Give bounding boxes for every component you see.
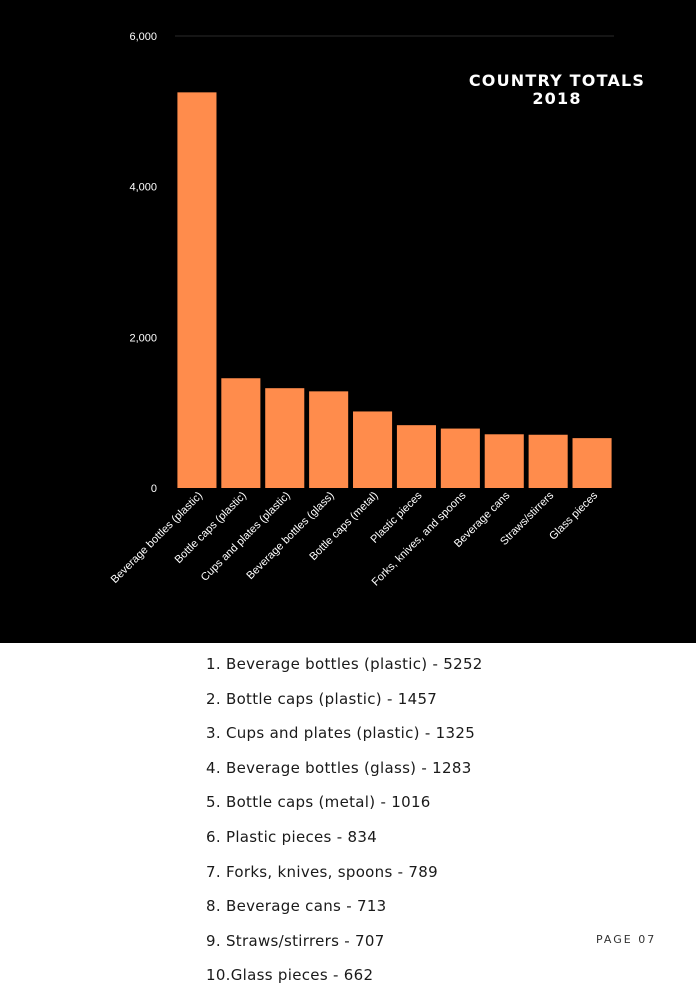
y-tick-label: 0 (151, 483, 157, 495)
y-tick-label: 6,000 (129, 31, 157, 43)
bar (309, 391, 349, 488)
y-tick-label: 4,000 (129, 182, 157, 194)
ranking-item: 2. Bottle caps (plastic) - 1457 (206, 689, 438, 708)
ranking-item: 6. Plastic pieces - 834 (206, 827, 378, 846)
bar-chart-svg: 0 2,000 4,000 6,000 Beverage bottles (plasti… (109, 31, 614, 588)
bar (528, 434, 568, 488)
chart-title-line-2: 2018 (532, 89, 582, 108)
ranking-item: 1. Beverage bottles (plastic) - 5252 (206, 655, 483, 673)
x-tick-label: Beverage bottles (glass) (244, 490, 336, 582)
bar (440, 428, 480, 488)
ranking-list: 1. Beverage bottles (plastic) - 5252 2. … (206, 652, 483, 984)
x-tick-label: Cups and plates (plastic) (199, 490, 293, 584)
bar (265, 388, 305, 488)
chart-title-line-1: COUNTRY TOTALS (468, 71, 646, 90)
chart-title: COUNTRY TOTALS 2018 (452, 72, 662, 108)
ranking-item: 4. Beverage bottles (glass) - 1283 (206, 758, 472, 777)
ranking-item: 9. Straws/stirrers - 707 (206, 931, 385, 950)
bar (484, 434, 524, 488)
bar (177, 92, 217, 488)
ranking-item: 8. Beverage cans - 713 (206, 897, 387, 916)
bar (353, 411, 393, 488)
ranking-item: 3. Cups and plates (plastic) - 1325 (206, 724, 476, 743)
x-tick-label: Beverage bottles (plastic) (109, 490, 205, 586)
page-number: PAGE 07 (596, 933, 657, 946)
ranking-item: 7. Forks, knives, spoons - 789 (206, 862, 438, 881)
ranking-item: 10.Glass pieces - 662 (206, 966, 374, 984)
bar-chart: 0 2,000 4,000 6,000 Beverage bottles (plasti… (0, 0, 696, 643)
y-tick-label: 2,000 (129, 332, 157, 344)
bar (572, 438, 612, 488)
ranking-item: 5. Bottle caps (metal) - 1016 (206, 793, 431, 812)
bar (396, 425, 436, 488)
bar (221, 378, 261, 488)
